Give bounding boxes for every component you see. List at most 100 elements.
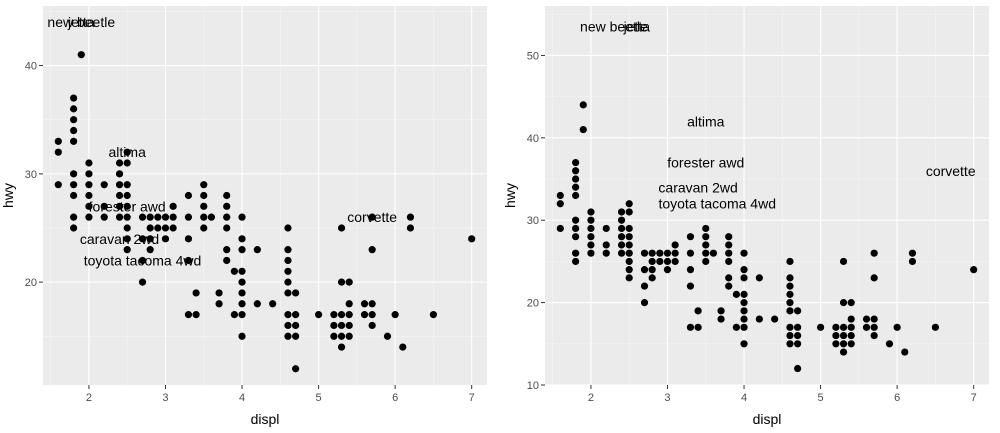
y-tick-label: 30 — [527, 215, 539, 227]
data-point — [54, 137, 62, 145]
data-point — [656, 249, 664, 257]
data-point — [740, 249, 748, 257]
data-point — [292, 365, 300, 373]
data-point — [253, 300, 261, 308]
data-point — [70, 137, 78, 145]
data-point — [816, 323, 825, 331]
data-point — [223, 256, 231, 265]
data-point — [839, 331, 848, 340]
data-point — [663, 249, 672, 257]
data-point — [862, 323, 871, 331]
data-point — [786, 290, 794, 298]
points-right — [556, 101, 978, 373]
data-point — [893, 323, 901, 331]
car-label: jetta — [623, 19, 651, 35]
data-point — [207, 213, 216, 221]
data-point — [786, 299, 794, 307]
data-point — [184, 235, 193, 243]
car-label: corvette — [347, 209, 397, 225]
data-point — [238, 267, 246, 275]
data-point — [253, 246, 261, 254]
data-point — [238, 311, 246, 319]
data-point — [345, 311, 353, 319]
data-point — [740, 299, 748, 307]
data-point — [368, 300, 376, 308]
data-point — [115, 170, 124, 178]
data-point — [238, 300, 246, 308]
x-tick-label: 5 — [818, 392, 824, 404]
data-point — [284, 224, 292, 232]
data-point — [847, 299, 855, 307]
data-point — [625, 249, 633, 257]
data-point — [238, 235, 246, 243]
data-point — [617, 224, 626, 233]
x-tick-label: 4 — [239, 392, 245, 404]
data-point — [123, 224, 131, 232]
data-point — [786, 323, 794, 331]
data-point — [587, 224, 595, 233]
data-point — [648, 257, 656, 266]
data-point — [345, 300, 353, 308]
data-point — [587, 208, 595, 216]
data-point — [200, 202, 208, 210]
data-point — [786, 331, 794, 340]
data-point — [587, 233, 595, 241]
y-tick-label: 30 — [25, 169, 37, 181]
data-point — [671, 257, 679, 266]
data-point — [556, 191, 564, 200]
data-point — [572, 249, 580, 257]
data-point — [625, 233, 633, 241]
data-point — [794, 307, 802, 315]
data-point — [85, 181, 93, 189]
data-point — [579, 125, 587, 134]
car-label: caravan 2wd — [80, 231, 159, 247]
data-point — [602, 224, 610, 233]
y-axis-right: 10 20 30 40 50 — [527, 50, 545, 392]
data-point — [847, 340, 855, 348]
data-point — [908, 257, 917, 266]
data-point — [70, 170, 78, 178]
data-point — [648, 274, 656, 282]
data-point — [870, 249, 878, 257]
data-point — [284, 267, 292, 275]
data-point — [702, 249, 710, 257]
x-tick-label: 4 — [741, 392, 747, 404]
data-point — [337, 224, 346, 232]
data-point — [337, 278, 346, 286]
data-point — [115, 213, 124, 221]
data-point — [284, 311, 292, 319]
data-point — [154, 224, 162, 232]
data-point — [284, 278, 292, 286]
data-point — [786, 257, 794, 266]
x-tick-label: 3 — [664, 392, 670, 404]
data-point — [154, 213, 162, 221]
data-point — [146, 224, 154, 232]
data-point — [579, 101, 587, 109]
data-point — [223, 191, 231, 200]
data-point — [184, 191, 193, 200]
data-point — [702, 233, 710, 241]
data-point — [702, 224, 710, 233]
data-point — [184, 311, 193, 319]
data-point — [123, 159, 131, 167]
data-point — [54, 148, 62, 156]
data-point — [686, 282, 695, 290]
data-point — [100, 213, 108, 221]
data-point — [284, 289, 292, 297]
data-point — [572, 224, 580, 233]
data-point — [292, 321, 300, 330]
data-point — [794, 323, 802, 331]
data-point — [399, 343, 407, 351]
car-label: forester awd — [89, 198, 166, 214]
y-tick-label: 40 — [527, 133, 539, 145]
data-point — [847, 331, 855, 340]
data-point — [740, 307, 748, 315]
data-point — [169, 213, 177, 221]
data-point — [572, 183, 580, 191]
panel-background-left — [43, 6, 487, 385]
data-point — [100, 181, 108, 189]
y-tick-label: 40 — [25, 61, 37, 73]
